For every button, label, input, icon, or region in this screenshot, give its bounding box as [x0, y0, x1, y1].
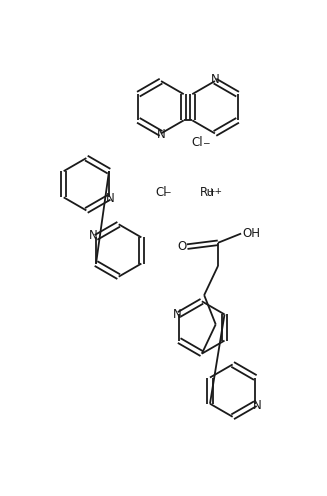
- Text: Ru: Ru: [199, 186, 215, 199]
- Text: N: N: [173, 308, 181, 321]
- Text: N: N: [106, 192, 115, 205]
- Text: −: −: [202, 138, 210, 147]
- Text: Cl: Cl: [156, 186, 167, 199]
- Text: Cl: Cl: [192, 136, 203, 149]
- Text: OH: OH: [242, 227, 260, 240]
- Text: N: N: [211, 73, 219, 86]
- Text: N: N: [157, 128, 165, 141]
- Text: −: −: [164, 187, 171, 196]
- Text: O: O: [177, 240, 186, 253]
- Text: N: N: [89, 229, 98, 243]
- Text: ++: ++: [207, 187, 222, 196]
- Text: N: N: [253, 399, 262, 412]
